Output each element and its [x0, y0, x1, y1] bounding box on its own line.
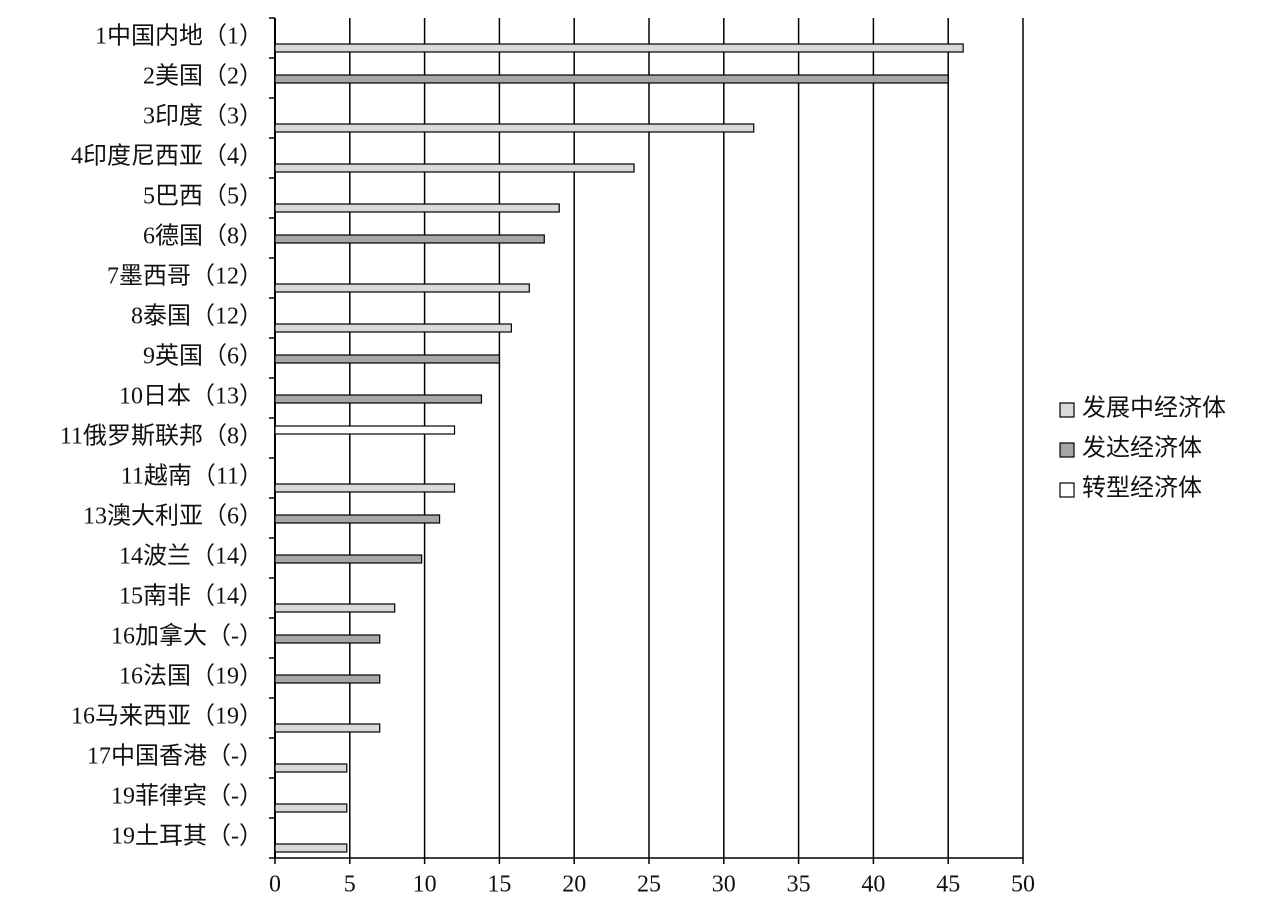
bar: [274, 234, 545, 244]
y-tick-label: 11俄罗斯联邦（8）: [60, 423, 263, 450]
y-tick-label: 8泰国（12）: [131, 303, 263, 330]
x-tick-label: 0: [269, 872, 281, 898]
bar: [274, 634, 381, 644]
x-tick-label: 40: [861, 872, 885, 898]
bar: [274, 843, 348, 853]
y-tick-label: 10日本（13）: [119, 383, 263, 410]
y-tick-label: 4印度尼西亚（4）: [71, 143, 263, 170]
x-tick-label: 25: [637, 872, 661, 898]
y-tick-label: 17中国香港（-）: [87, 743, 263, 770]
legend-label: 发达经济体: [1082, 435, 1202, 462]
x-tick-label: 35: [787, 872, 811, 898]
bar: [274, 323, 512, 333]
legend-swatch: [1059, 482, 1075, 498]
bar: [274, 74, 949, 84]
x-tick-label: 10: [413, 872, 437, 898]
y-tick-label: 19土耳其（-）: [111, 823, 263, 850]
bar: [274, 723, 381, 733]
bar: [274, 514, 441, 524]
y-tick-label: 14波兰（14）: [119, 543, 263, 570]
y-tick-label: 2美国（2）: [143, 63, 263, 90]
bar: [274, 603, 396, 613]
bar: [274, 283, 530, 293]
y-tick-label: 7墨西哥（12）: [107, 264, 263, 290]
y-tick-label: 9英国（6）: [143, 343, 263, 370]
y-tick-label: 5巴西（5）: [143, 184, 263, 210]
x-tick-label: 15: [487, 872, 511, 898]
y-tick-label: 15南非（14）: [119, 583, 263, 610]
x-tick-label: 20: [562, 872, 586, 898]
legend-label: 转型经济体: [1082, 475, 1202, 502]
y-tick-label: 1中国内地（1）: [95, 23, 263, 50]
bar: [274, 425, 456, 435]
bar: [274, 554, 423, 564]
bar: [274, 203, 560, 213]
bar: [274, 123, 755, 133]
legend-label: 发展中经济体: [1082, 395, 1226, 422]
bar: [274, 354, 500, 364]
y-tick-label: 19菲律宾（-）: [111, 783, 263, 810]
bar: [274, 674, 381, 684]
bar: [274, 43, 964, 53]
bar: [274, 763, 348, 773]
x-tick-label: 45: [936, 872, 960, 898]
y-tick-label: 16加拿大（-）: [111, 623, 263, 650]
legend-swatch: [1059, 442, 1075, 458]
bar: [274, 163, 635, 173]
legend-swatch: [1059, 402, 1075, 418]
y-tick-label: 16马来西亚（19）: [71, 703, 263, 730]
x-tick-label: 5: [344, 872, 356, 898]
bar: [274, 483, 456, 493]
y-tick-label: 3印度（3）: [143, 103, 263, 130]
x-tick-label: 50: [1011, 872, 1035, 898]
bar: [274, 394, 483, 404]
x-tick-label: 30: [712, 872, 736, 898]
y-tick-label: 13澳大利亚（6）: [83, 503, 263, 530]
y-tick-label: 11越南（11）: [121, 463, 263, 490]
y-tick-label: 16法国（19）: [119, 663, 263, 690]
y-tick-label: 6德国（8）: [143, 223, 263, 250]
bar: [274, 803, 348, 813]
